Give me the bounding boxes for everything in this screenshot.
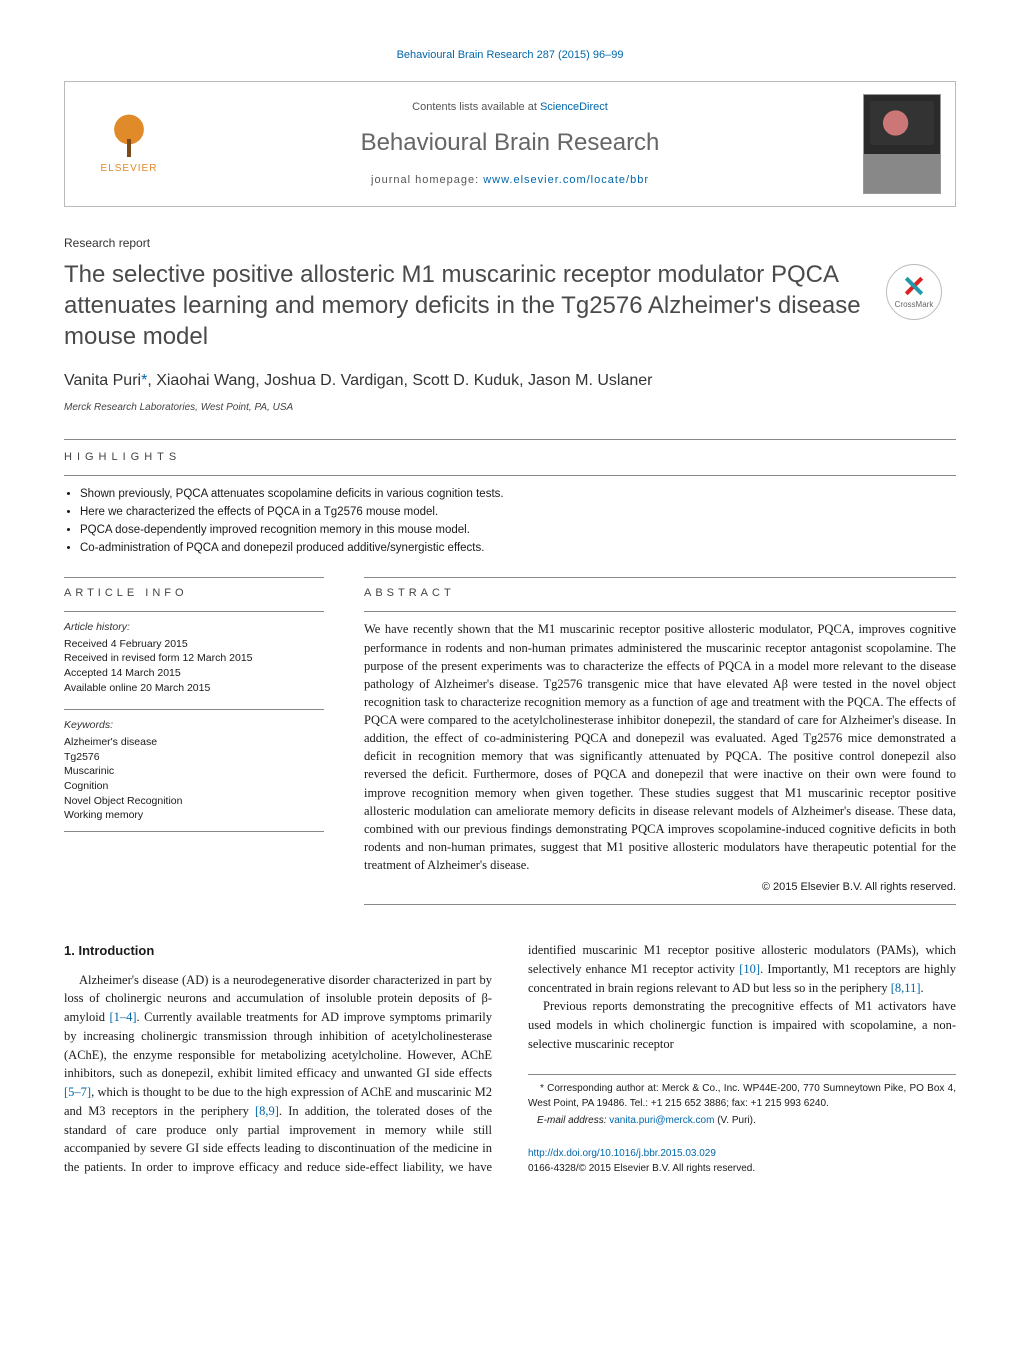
section-heading-introduction: 1. Introduction [64,941,492,961]
masthead: ELSEVIER Contents lists available at Sci… [64,81,956,207]
intro-paragraph: Previous reports demonstrating the preco… [528,997,956,1053]
info-abstract-row: ARTICLE INFO Article history: Received 4… [64,577,956,914]
article-info-column: ARTICLE INFO Article history: Received 4… [64,577,324,914]
divider [364,904,956,905]
author-list: Vanita Puri*, Xiaohai Wang, Joshua D. Va… [64,370,956,392]
abstract-copyright: © 2015 Elsevier B.V. All rights reserved… [364,880,956,896]
author-sep: , [519,372,528,389]
publisher-wordmark: ELSEVIER [101,162,158,176]
citation-link[interactable]: [1–4] [109,1010,136,1024]
title-row: The selective positive allosteric M1 mus… [64,260,956,352]
homepage-prefix: journal homepage: [371,174,483,186]
highlight-item: PQCA dose-dependently improved recogniti… [80,522,956,538]
history-item: Received in revised form 12 March 2015 [64,651,324,666]
body-two-column: 1. Introduction Alzheimer's disease (AD)… [64,941,956,1177]
citation-link[interactable]: [5–7] [64,1085,91,1099]
doi-link[interactable]: http://dx.doi.org/10.1016/j.bbr.2015.03.… [528,1148,716,1159]
keyword: Working memory [64,808,324,823]
corresponding-author-footnote: * Corresponding author at: Merck & Co., … [528,1081,956,1111]
article-title: The selective positive allosteric M1 mus… [64,260,870,352]
intro-text: . [921,981,924,995]
intro-paragraph: Alzheimer's disease (AD) is a neurodegen… [64,941,956,1177]
intro-text: efficacy and unwanted GI side effects [297,1066,492,1080]
page: Behavioural Brain Research 287 (2015) 96… [0,0,1020,1217]
journal-reference-link[interactable]: Behavioural Brain Research 287 (2015) 96… [397,49,624,61]
email-link[interactable]: vanita.puri@merck.com [609,1115,714,1126]
article-history: Article history: Received 4 February 201… [64,620,324,695]
divider [64,709,324,710]
author-sep: , [255,372,264,389]
citation-link[interactable]: [8,9] [255,1104,279,1118]
article-type: Research report [64,235,956,252]
footnotes: * Corresponding author at: Merck & Co., … [528,1074,956,1128]
email-suffix: (V. Puri). [714,1115,755,1126]
crossmark-badge[interactable]: CrossMark [886,264,942,320]
keywords-label: Keywords: [64,718,324,733]
author-name: Jason M. Uslaner [528,372,653,389]
elsevier-tree-icon [106,112,152,158]
publisher-logo: ELSEVIER [79,112,179,176]
history-item: Received 4 February 2015 [64,637,324,652]
keyword: Tg2576 [64,750,324,765]
divider [64,831,324,832]
divider [64,439,956,440]
author-name: Scott D. Kuduk [412,372,519,389]
author-name: Joshua D. Vardigan [264,372,403,389]
highlights-list: Shown previously, PQCA attenuates scopol… [64,486,956,556]
highlights-block: Shown previously, PQCA attenuates scopol… [64,486,956,556]
divider [64,611,324,612]
keywords-block: Keywords: Alzheimer's disease Tg2576 Mus… [64,718,324,823]
keyword: Alzheimer's disease [64,735,324,750]
affiliation: Merck Research Laboratories, West Point,… [64,401,956,415]
abstract-text: We have recently shown that the M1 musca… [364,620,956,874]
email-footnote: E-mail address: vanita.puri@merck.com (V… [528,1113,956,1128]
journal-reference: Behavioural Brain Research 287 (2015) 96… [64,48,956,63]
divider [64,475,956,476]
author-sep: , [147,372,156,389]
divider [64,577,324,578]
history-label: Article history: [64,620,324,635]
citation-link[interactable]: [8,11] [891,981,921,995]
homepage-line: journal homepage: www.elsevier.com/locat… [179,173,841,188]
highlight-item: Here we characterized the effects of PQC… [80,504,956,520]
citation-link[interactable]: [10] [739,962,760,976]
journal-name: Behavioural Brain Research [179,126,841,160]
sciencedirect-link[interactable]: ScienceDirect [540,101,608,113]
highlights-heading: HIGHLIGHTS [64,450,956,465]
email-label: E-mail address: [537,1115,609,1126]
journal-cover-thumbnail [863,94,941,194]
contents-line: Contents lists available at ScienceDirec… [179,100,841,115]
crossmark-icon [903,275,925,297]
abstract-heading: ABSTRACT [364,586,956,602]
highlight-item: Co-administration of PQCA and donepezil … [80,540,956,556]
keyword: Muscarinic [64,764,324,779]
author-name: Xiaohai Wang [156,372,255,389]
crossmark-label: CrossMark [895,299,934,310]
keyword: Novel Object Recognition [64,794,324,809]
article-info-heading: ARTICLE INFO [64,586,324,601]
history-item: Accepted 14 March 2015 [64,666,324,681]
divider [364,577,956,578]
highlight-item: Shown previously, PQCA attenuates scopol… [80,486,956,502]
contents-prefix: Contents lists available at [412,101,540,113]
divider [364,611,956,612]
history-item: Available online 20 March 2015 [64,681,324,696]
doi-block: http://dx.doi.org/10.1016/j.bbr.2015.03.… [528,1146,956,1176]
homepage-link[interactable]: www.elsevier.com/locate/bbr [483,174,649,186]
keyword: Cognition [64,779,324,794]
masthead-center: Contents lists available at ScienceDirec… [179,100,841,188]
issn-copyright-line: 0166-4328/© 2015 Elsevier B.V. All right… [528,1161,956,1176]
author-name: Vanita Puri [64,372,141,389]
abstract-column: ABSTRACT We have recently shown that the… [364,577,956,914]
